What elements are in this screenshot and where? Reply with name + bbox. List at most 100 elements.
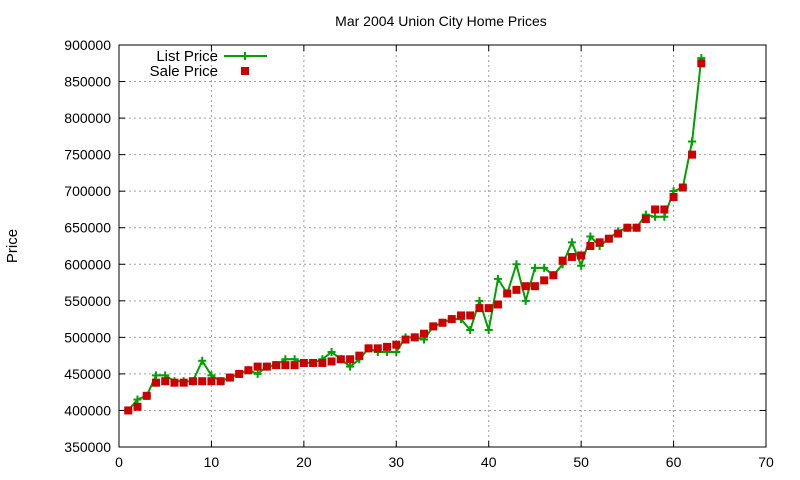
sale-price-point — [447, 315, 456, 324]
sale-price-point — [235, 369, 244, 378]
sale-price-point — [170, 378, 179, 387]
x-tick-label: 70 — [758, 454, 774, 470]
list-price-point — [484, 326, 493, 335]
sale-price-point — [133, 402, 142, 411]
sale-price-point — [207, 377, 216, 386]
list-price-point — [651, 212, 660, 221]
sale-price-point — [669, 193, 678, 202]
sale-price-point — [355, 351, 364, 360]
sale-price-point — [503, 289, 512, 298]
sale-price-point — [577, 251, 586, 260]
sale-price-point — [604, 234, 613, 243]
sale-price-point — [198, 377, 207, 386]
x-tick-label: 0 — [115, 454, 123, 470]
x-tick-label: 40 — [481, 454, 497, 470]
sale-price-point — [651, 205, 660, 214]
list-price-point — [493, 274, 502, 283]
y-tick-label: 550000 — [64, 293, 111, 309]
y-axis-label: Price — [4, 229, 21, 263]
x-tick-label: 50 — [573, 454, 589, 470]
y-tick-label: 650000 — [64, 220, 111, 236]
y-tick-label: 400000 — [64, 402, 111, 418]
sale-price-point — [438, 318, 447, 327]
sale-price-point — [493, 300, 502, 309]
list-price-point — [198, 356, 207, 365]
sale-price-point — [530, 282, 539, 291]
sale-price-point — [484, 304, 493, 313]
sale-price-point — [318, 358, 327, 367]
y-tick-label: 900000 — [64, 37, 111, 53]
sale-price-point — [161, 377, 170, 386]
legend-sample-sale-price — [241, 67, 249, 75]
sale-price-point — [678, 183, 687, 192]
sale-price-point — [142, 391, 151, 400]
list-price-point — [512, 260, 521, 269]
y-tick-label: 600000 — [64, 256, 111, 272]
sale-price-point — [429, 322, 438, 331]
list-price-point — [567, 238, 576, 247]
list-price-point — [392, 347, 401, 356]
list-price-point — [253, 369, 262, 378]
sale-price-point — [641, 214, 650, 223]
sale-price-point — [262, 362, 271, 371]
sale-price-point — [410, 333, 419, 342]
list-price-point — [521, 296, 530, 305]
sale-price-point — [253, 362, 262, 371]
y-tick-label: 500000 — [64, 329, 111, 345]
x-tick-label: 60 — [666, 454, 682, 470]
sale-price-point — [383, 342, 392, 351]
sale-price-point — [373, 344, 382, 353]
sale-price-point — [299, 358, 308, 367]
list-price-point — [346, 362, 355, 371]
sale-price-point — [558, 256, 567, 265]
sale-price-point — [632, 223, 641, 232]
list-price-point — [475, 296, 484, 305]
x-tick-label: 20 — [296, 454, 312, 470]
sale-price-point — [364, 344, 373, 353]
sale-price-point — [614, 229, 623, 238]
sale-price-point — [586, 242, 595, 250]
sale-price-point — [272, 361, 281, 370]
sale-price-point — [188, 377, 197, 386]
legend-label-sale-price: Sale Price — [150, 63, 218, 80]
list-price-point — [327, 347, 336, 356]
y-tick-label: 750000 — [64, 147, 111, 163]
legend-sample-list-price — [224, 52, 267, 60]
sale-price-point — [512, 285, 521, 294]
legend-label-list-price: List Price — [156, 48, 218, 65]
list-price-point — [151, 371, 160, 380]
y-tick-label: 700000 — [64, 183, 111, 199]
list-price-point — [466, 326, 475, 335]
sale-price-point — [401, 335, 410, 344]
sale-price-point — [346, 355, 355, 364]
list-price-point — [540, 263, 549, 272]
list-price-point — [688, 137, 697, 146]
x-tick-label: 30 — [388, 454, 404, 470]
list-price-point — [530, 263, 539, 272]
sale-price-point — [456, 311, 465, 320]
y-tick-label: 850000 — [64, 74, 111, 90]
y-tick-label: 450000 — [64, 366, 111, 382]
sale-price-point — [475, 304, 484, 313]
list-price-point — [133, 395, 142, 404]
sale-price-point — [623, 223, 632, 232]
list-price-point — [660, 212, 669, 221]
sale-price-point — [466, 311, 475, 320]
sale-price-point — [660, 205, 669, 214]
sale-price-point — [225, 373, 234, 382]
sale-price-point — [151, 378, 160, 387]
sale-price-point — [420, 329, 429, 338]
y-tick-label: 800000 — [64, 110, 111, 126]
plot-frame — [118, 44, 767, 448]
sale-price-point — [392, 340, 401, 349]
legend-sale-price-marker — [241, 67, 249, 75]
x-tick-label: 10 — [204, 454, 220, 470]
sale-price-point — [697, 59, 706, 68]
sale-price-point — [521, 282, 530, 291]
sale-price-point — [327, 357, 336, 366]
sale-price-point — [216, 377, 225, 386]
y-tick-label: 350000 — [64, 439, 111, 455]
sale-price-point — [179, 378, 188, 387]
list-price-point — [577, 261, 586, 270]
